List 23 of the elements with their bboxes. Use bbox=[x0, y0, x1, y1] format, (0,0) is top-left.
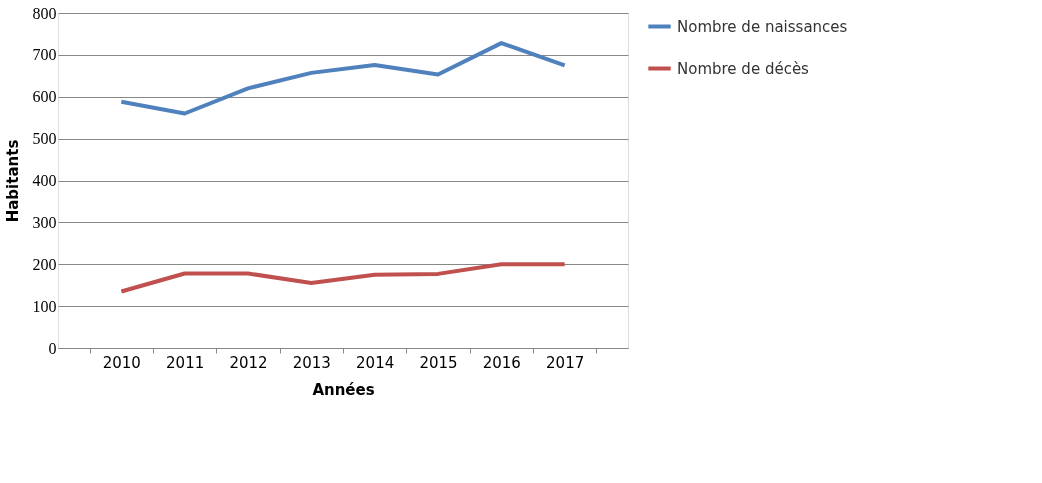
y-tick-label: 600 bbox=[32, 88, 57, 106]
y-tick-label: 700 bbox=[32, 46, 57, 64]
line-series bbox=[119, 41, 567, 116]
y-tick-label: 800 bbox=[32, 4, 57, 22]
x-tick-label: 2014 bbox=[356, 353, 395, 372]
x-tick-label: 2011 bbox=[166, 353, 205, 372]
x-tick-label: 2016 bbox=[482, 353, 521, 372]
y-tick-label: 500 bbox=[32, 130, 57, 148]
y-axis-title: Habitants bbox=[3, 139, 22, 223]
line-series bbox=[119, 262, 567, 294]
y-tick-label: 300 bbox=[32, 213, 57, 231]
y-tick-label: 200 bbox=[32, 255, 57, 273]
x-tick-label: 2012 bbox=[229, 353, 268, 372]
legend-label: Nombre de décès bbox=[677, 59, 810, 78]
y-tick-label: 0 bbox=[48, 339, 57, 357]
x-axis-title: Années bbox=[312, 380, 375, 399]
x-tick-label: 2010 bbox=[102, 353, 141, 372]
x-tick-label: 2017 bbox=[546, 353, 585, 372]
y-tick-label: 100 bbox=[32, 297, 57, 315]
y-tick-label: 400 bbox=[32, 172, 57, 189]
legend-label: Nombre de naissances bbox=[677, 17, 848, 36]
x-tick-label: 2015 bbox=[419, 353, 458, 372]
x-tick-label: 2013 bbox=[292, 353, 331, 372]
